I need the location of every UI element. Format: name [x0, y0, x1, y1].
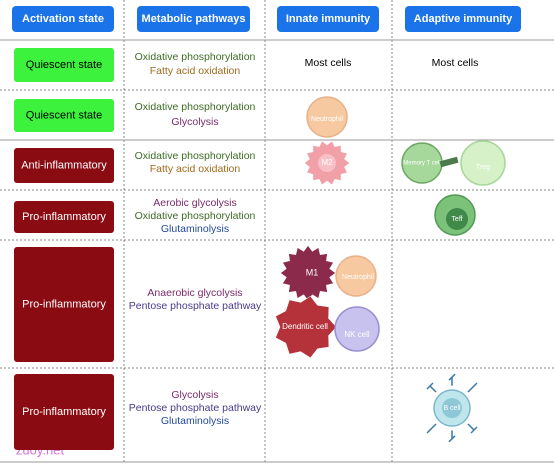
state-box — [14, 201, 114, 233]
cell-label: Neutrophil — [342, 274, 374, 281]
antibody — [467, 423, 478, 434]
header-label: Innate immunity — [286, 13, 371, 25]
cell-label: Neutrophil — [311, 116, 343, 123]
pathway: Fatty acid oxidation — [150, 65, 241, 77]
state-box — [14, 148, 114, 183]
state-box — [14, 247, 114, 362]
cell-label: M1 — [306, 267, 319, 277]
cell-label: Memory T cell — [403, 161, 440, 167]
pathway: Oxidative phosphorylation — [135, 101, 256, 113]
pathway: Fatty acid oxidation — [150, 163, 241, 175]
b-cell-nucleus — [442, 398, 462, 418]
pathway: Oxidative phosphorylation — [135, 150, 256, 162]
state-label: Quiescent state — [26, 59, 102, 71]
header-pill — [277, 6, 379, 32]
cell-label: Treg — [476, 164, 490, 171]
pathway: Anaerobic glycolysis — [147, 287, 242, 299]
pathway: Glycolysis — [171, 116, 218, 128]
neutrophil — [306, 96, 348, 138]
header-label: Activation state — [22, 13, 104, 25]
pathway: Glycolysis — [171, 389, 218, 401]
antibody — [426, 423, 437, 434]
state-label: Pro-inflammatory — [22, 406, 106, 418]
dendritic-cell — [275, 295, 337, 359]
header-label: Adaptive immunity — [414, 13, 513, 25]
cell-label: Dendritic cell — [282, 322, 328, 331]
antibody — [467, 382, 478, 393]
header-pill — [405, 6, 521, 32]
pathway: Oxidative phosphorylation — [135, 51, 256, 63]
state-label: Anti-inflammatory — [21, 159, 107, 171]
cell-label: Teff — [451, 216, 462, 223]
pathway: Aerobic glycolysis — [153, 197, 236, 209]
cell-text: Most cells — [432, 57, 479, 69]
neutrophil — [335, 255, 377, 297]
state-box — [14, 374, 114, 450]
state-label: Quiescent state — [26, 109, 102, 121]
cell-label: M2 — [321, 158, 333, 167]
state-label: Pro-inflammatory — [22, 211, 106, 223]
antibody — [448, 373, 456, 386]
antibody — [426, 382, 437, 393]
teff-nucleus — [446, 208, 468, 230]
pathway: Pentose phosphate pathway — [129, 402, 262, 414]
cell-text: Most cells — [305, 57, 352, 69]
header-label: Metabolic pathways — [142, 13, 246, 25]
header-pill — [12, 6, 114, 32]
header-pill — [137, 6, 250, 32]
treg — [460, 140, 506, 186]
synapse — [439, 156, 459, 168]
state-label: Pro-inflammatory — [22, 298, 106, 310]
m2-nucleus — [318, 154, 336, 172]
pathway: Pentose phosphate pathway — [129, 300, 262, 312]
m1-cell — [280, 245, 336, 301]
state-box — [14, 99, 114, 132]
cell-label: B cell — [443, 405, 461, 412]
nk-cell — [334, 306, 380, 352]
cell-label: NK cell — [344, 330, 370, 339]
pathway: Glutaminolysis — [161, 223, 229, 235]
pathway: Glutaminolysis — [161, 415, 229, 427]
pathway: Oxidative phosphorylation — [135, 210, 256, 222]
state-box — [14, 48, 114, 82]
antibody — [448, 430, 456, 443]
